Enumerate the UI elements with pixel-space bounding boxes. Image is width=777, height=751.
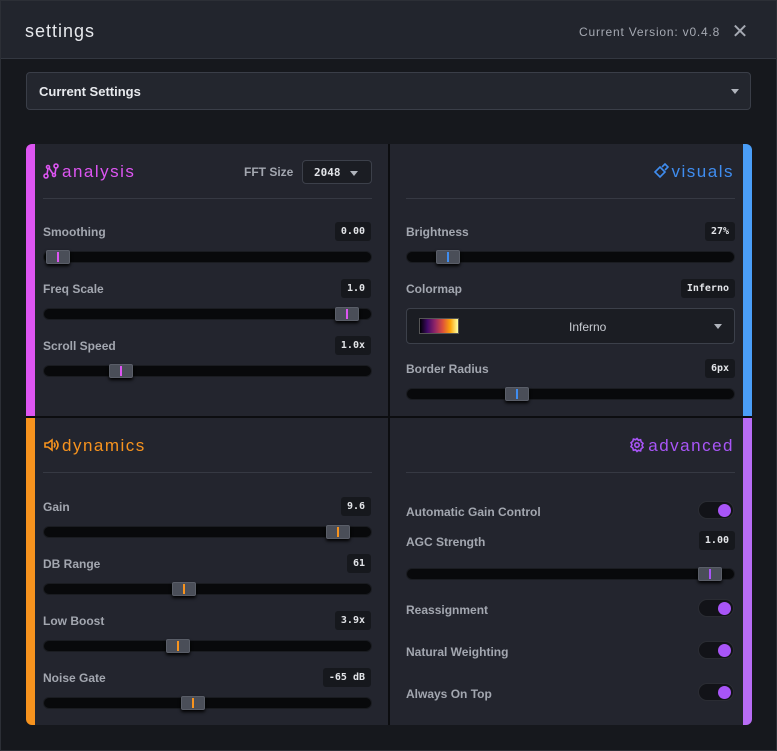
analysis-title: analysis [43,162,135,182]
toggle-switch[interactable] [698,641,734,659]
colormap-selected: Inferno [569,320,607,334]
preset-selected: Current Settings [39,84,141,99]
gear-icon [630,437,645,453]
brightness-value: 27% [704,222,735,241]
fft-size-label: FFT Size [244,165,294,179]
divider [43,198,372,199]
slider-label: DB Range [43,557,101,571]
slider-track[interactable] [43,364,372,378]
chevron-down-icon [350,171,358,176]
divider [406,472,735,473]
slider-thumb[interactable] [46,250,70,264]
preset-select[interactable]: Current Settings [26,72,751,110]
paintbrush-icon [653,162,669,179]
slider-value: 9.6 [340,497,371,516]
agc-strength-value: 1.00 [698,531,735,550]
slider-track[interactable] [43,696,372,710]
toggle-switch[interactable] [698,599,734,617]
slider-track[interactable] [43,525,372,539]
slider-thumb[interactable] [505,387,530,401]
fft-size-select[interactable]: 2048 [302,160,372,184]
header: settings Current Version: v0.4.8 ✕ [1,1,776,59]
slider-label: Scroll Speed [43,339,116,353]
slider-value: 3.9x [334,611,371,630]
slider-track[interactable] [43,639,372,653]
slider-track[interactable] [43,582,372,596]
slider-value: 0.00 [334,222,371,241]
window-title: settings [25,21,96,41]
border-radius-slider[interactable] [406,387,735,401]
graph-icon [43,163,59,179]
slider-value: 1.0x [334,336,371,355]
slider-label: Smoothing [43,225,106,239]
settings-grid: analysis FFT Size 2048 Smoothing 0.00 Fr… [26,144,752,725]
close-icon[interactable]: ✕ [731,21,749,43]
toggle-label: Natural Weighting [406,645,509,659]
visuals-title: visuals [653,162,734,182]
accent-bar [743,144,752,416]
agc-strength-slider[interactable] [406,567,735,581]
slider-label: Low Boost [43,614,105,628]
dynamics-title: dynamics [43,436,146,456]
divider [43,472,372,473]
slider-value: 1.0 [340,279,371,298]
advanced-panel: advanced Automatic Gain Control AGC Stre… [390,418,752,725]
slider-thumb[interactable] [697,567,722,581]
dynamics-panel: dynamics Gain 9.6 DB Range 61 Low Boost … [26,418,388,725]
agc-toggle[interactable] [698,501,734,519]
visuals-panel: visuals Brightness 27% Colormap Inferno … [390,144,752,416]
slider-label: Noise Gate [43,671,106,685]
border-radius-value: 6px [704,359,735,378]
slider-track[interactable] [43,250,372,264]
analysis-panel: analysis FFT Size 2048 Smoothing 0.00 Fr… [26,144,388,416]
brightness-label: Brightness [406,225,469,239]
slider-track[interactable] [43,307,372,321]
slider-thumb[interactable] [166,639,191,653]
slider-thumb[interactable] [334,307,359,321]
slider-thumb[interactable] [436,250,461,264]
agc-label: Automatic Gain Control [406,505,541,519]
speaker-icon [44,438,59,452]
brightness-slider[interactable] [406,250,735,264]
divider [406,198,735,199]
chevron-down-icon [714,324,722,329]
advanced-title: advanced [629,436,734,456]
accent-bar [26,418,35,725]
colormap-value: Inferno [680,279,735,298]
agc-strength-label: AGC Strength [406,535,486,549]
colormap-select[interactable]: Inferno [406,308,735,344]
slider-label: Gain [43,500,70,514]
version-label: Current Version: v0.4.8 [579,25,721,39]
slider-label: Freq Scale [43,282,104,296]
slider-thumb[interactable] [172,582,197,596]
accent-bar [743,418,752,725]
accent-bar [26,144,35,416]
colormap-label: Colormap [406,282,463,296]
toggle-switch[interactable] [698,683,734,701]
toggle-label: Reassignment [406,603,489,617]
slider-thumb[interactable] [181,696,206,710]
border-radius-label: Border Radius [406,362,489,376]
slider-value: -65 dB [322,668,371,687]
chevron-down-icon [731,89,739,94]
slider-thumb[interactable] [325,525,350,539]
fft-size-value: 2048 [314,166,341,179]
slider-value: 61 [346,554,371,573]
slider-thumb[interactable] [109,364,134,378]
toggle-label: Always On Top [406,687,492,701]
colormap-preview [419,318,459,334]
